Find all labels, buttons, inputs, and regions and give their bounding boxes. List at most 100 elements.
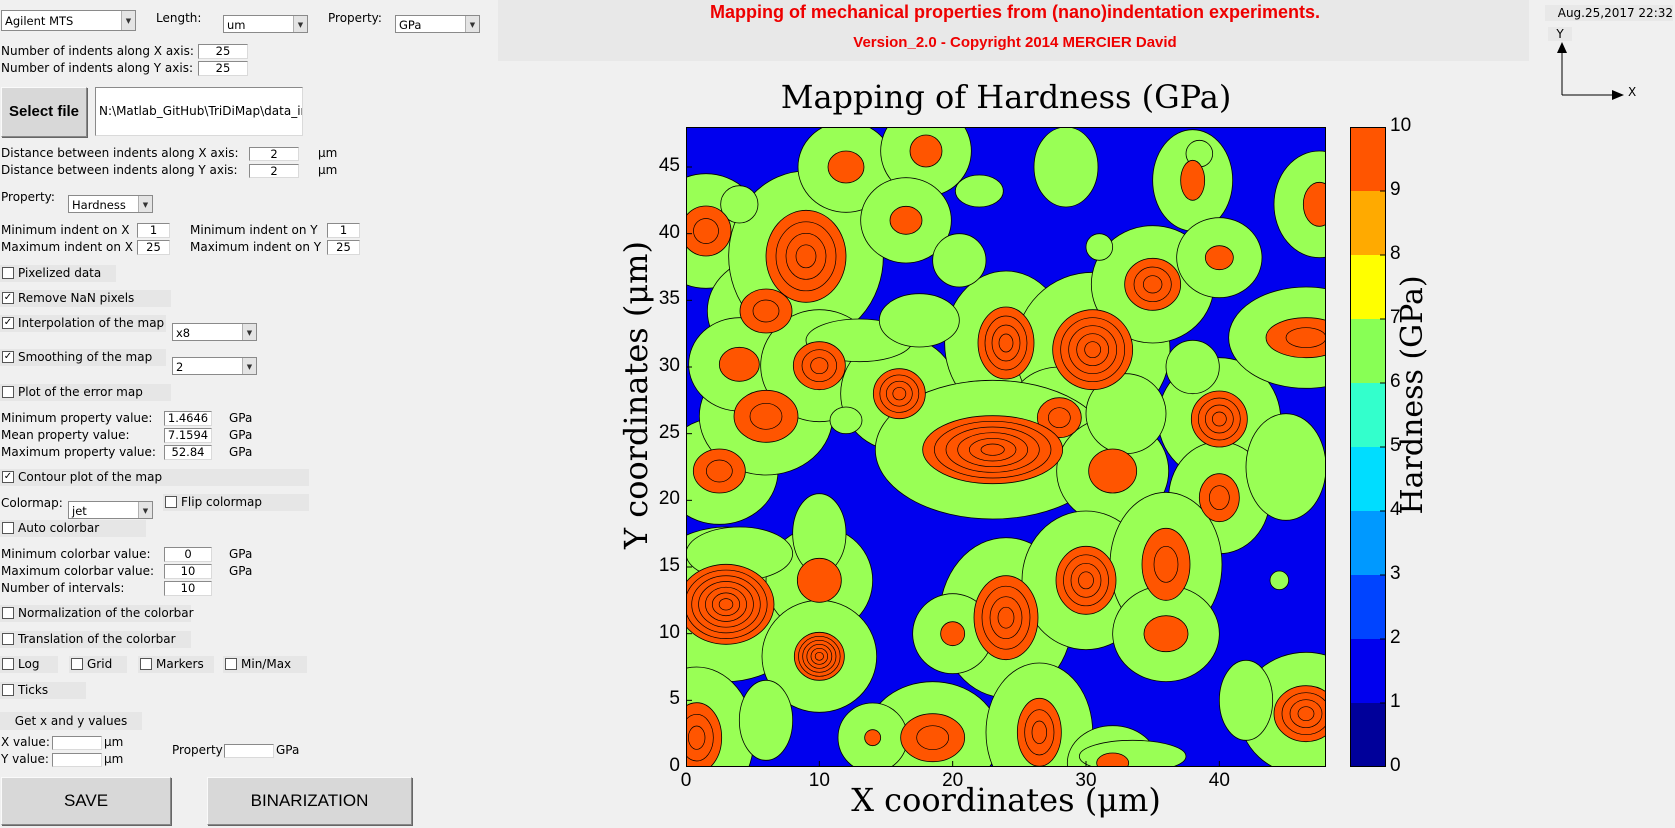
min-colorbar-label: Minimum colorbar value:	[1, 546, 151, 562]
smoothing-value: 2	[176, 360, 184, 374]
contour-line	[798, 635, 841, 677]
x-value-field[interactable]	[52, 736, 102, 750]
axis-arrows-icon	[1557, 42, 1624, 100]
file-path-field[interactable]: N:\Matlab_GitHub\TriDiMap\data_in	[95, 87, 303, 136]
property-unit-select[interactable]: GPa ▼	[395, 15, 480, 33]
log-checkbox[interactable]: Log	[0, 656, 58, 673]
contour-region-high	[1096, 752, 1130, 767]
colorbar-tick-label: 1	[1390, 691, 1401, 712]
translation-checkbox[interactable]: Translation of the colorbar	[0, 631, 191, 648]
contour-region-high	[827, 150, 865, 184]
contour-region-high	[1124, 257, 1182, 311]
contour-region-high	[922, 415, 1064, 485]
contour-region-high	[1180, 159, 1206, 201]
colorbar-segment	[1350, 639, 1386, 703]
distance-y-field[interactable]: 2	[249, 164, 299, 178]
ticks-label: Ticks	[18, 683, 49, 697]
min-colorbar-field[interactable]: 0	[164, 547, 212, 562]
min-indent-x-field[interactable]: 1	[137, 223, 170, 238]
indents-x-field[interactable]: 25	[198, 44, 248, 59]
chevron-down-icon: ▼	[121, 11, 135, 30]
contour-checkbox[interactable]: ✓ Contour plot of the map	[0, 469, 309, 486]
indents-y-field[interactable]: 25	[198, 61, 248, 76]
pixelized-checkbox[interactable]: Pixelized data	[0, 265, 116, 282]
chevron-down-icon: ▼	[465, 16, 479, 32]
instrument-select[interactable]: Agilent MTS ▼	[1, 10, 136, 31]
contour-line	[916, 725, 950, 751]
contour-region-high	[909, 134, 943, 168]
indents-x-label: Number of indents along X axis:	[1, 43, 194, 59]
y-value-field[interactable]	[52, 753, 102, 767]
chart-ylabel: Y coordinates (μm)	[617, 241, 655, 549]
contour-region-high	[686, 702, 723, 767]
interpolation-checkbox[interactable]: ✓ Interpolation of the map	[0, 315, 166, 332]
colormap-value: jet	[72, 504, 87, 518]
contour-region-mid	[1273, 150, 1326, 259]
contour-region-high	[1016, 697, 1062, 767]
property-value-field[interactable]	[224, 744, 274, 758]
markers-checkbox[interactable]: Markers	[138, 656, 214, 673]
colorbar-segment	[1350, 575, 1386, 639]
contour-line	[749, 402, 783, 430]
y-tick-label: 5	[669, 688, 680, 710]
check-icon: ✓	[2, 316, 14, 329]
app-title: Mapping of mechanical properties from (n…	[709, 2, 1321, 22]
contour-line	[885, 380, 913, 407]
contour-line	[1204, 404, 1234, 434]
binarization-button[interactable]: BINARIZATION	[207, 777, 412, 825]
checkbox-box	[140, 657, 152, 670]
smoothing-select[interactable]: 2 ▼	[172, 357, 257, 375]
y-tick-label: 30	[658, 355, 680, 376]
property-select[interactable]: Hardness ▼	[68, 195, 153, 213]
grid-checkbox[interactable]: Grid	[69, 656, 127, 673]
flip-colormap-checkbox[interactable]: Flip colormap	[163, 494, 309, 511]
contour-region-high	[1204, 245, 1234, 271]
chart-title: Mapping of Hardness (GPa)	[780, 78, 1232, 116]
colormap-select[interactable]: jet ▼	[68, 501, 153, 519]
minmax-checkbox[interactable]: Min/Max	[223, 656, 307, 673]
contour-line	[989, 596, 1023, 640]
max-colorbar-field[interactable]: 10	[164, 564, 212, 579]
smoothing-checkbox[interactable]: ✓ Smoothing of the map	[0, 349, 166, 366]
y-tick-label: 40	[658, 221, 680, 243]
error-map-checkbox[interactable]: Plot of the error map	[0, 384, 171, 401]
interpolation-select[interactable]: x8 ▼	[172, 323, 257, 341]
contour-line	[705, 586, 747, 622]
checkbox-box	[225, 657, 237, 670]
save-button[interactable]: SAVE	[1, 777, 171, 825]
colorbar-segment	[1350, 255, 1386, 319]
remove-nan-checkbox[interactable]: ✓ Remove NaN pixels	[0, 290, 171, 307]
y-value-label: Y value:	[1, 751, 49, 767]
min-indent-y-label: Minimum indent on Y	[190, 222, 318, 238]
checkbox-box	[2, 266, 14, 279]
select-file-button[interactable]: Select file	[1, 87, 87, 137]
contour-line	[1060, 317, 1126, 383]
contour-region-high	[792, 341, 846, 391]
checkbox-box	[2, 521, 14, 534]
contour-region-mid	[954, 174, 1004, 208]
flip-colormap-label: Flip colormap	[181, 495, 262, 509]
max-indent-y-field[interactable]: 25	[327, 240, 360, 255]
plot-frame	[686, 127, 1326, 767]
length-unit-select[interactable]: um ▼	[223, 15, 308, 33]
min-indent-y-field[interactable]: 1	[327, 223, 360, 238]
contour-region-high	[1088, 448, 1138, 494]
intervals-field[interactable]: 10	[164, 581, 212, 596]
contour-region-high	[940, 621, 966, 647]
axis-indicator: Y X	[1540, 25, 1670, 105]
contour-region-high	[1055, 545, 1117, 615]
contour-region-high	[1052, 309, 1134, 391]
distance-x-field[interactable]: 2	[249, 147, 299, 161]
auto-colorbar-checkbox[interactable]: Auto colorbar	[0, 520, 146, 537]
ticks-checkbox[interactable]: Ticks	[0, 682, 86, 699]
contour-line	[1068, 325, 1118, 375]
x-tick-label: 0	[680, 770, 692, 791]
colorbar-segment	[1350, 127, 1386, 191]
normalization-checkbox[interactable]: Normalization of the colorbar	[0, 605, 194, 622]
checkbox-box	[2, 385, 14, 398]
colorbar-tick-label: 10	[1390, 115, 1412, 136]
colorbar[interactable]	[1350, 127, 1386, 767]
contour-line	[1078, 571, 1094, 590]
max-indent-x-field[interactable]: 25	[137, 240, 170, 255]
property-select-value: Hardness	[72, 198, 126, 212]
